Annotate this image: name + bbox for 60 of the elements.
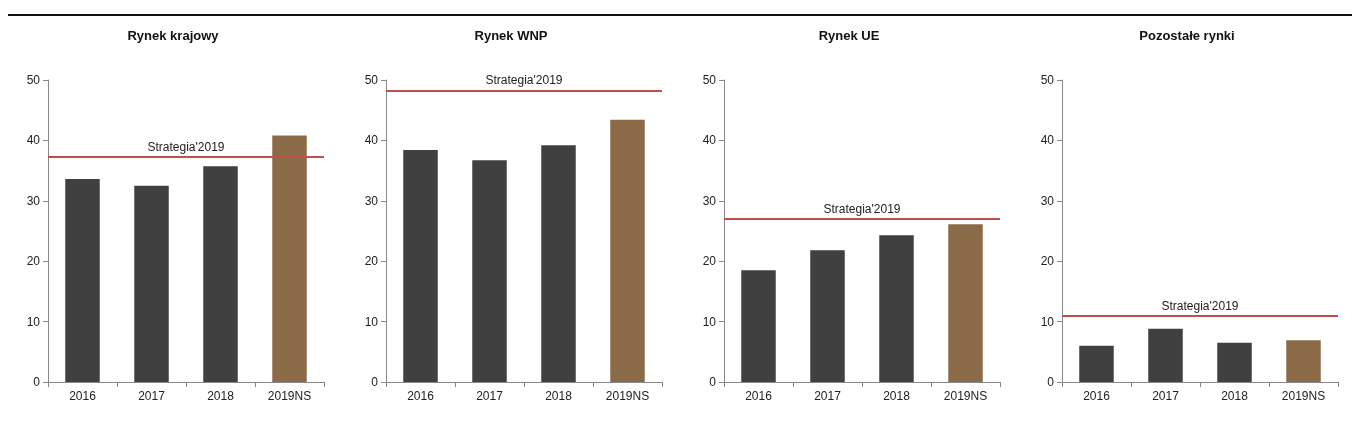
bar bbox=[741, 270, 776, 382]
y-tick-label: 10 bbox=[702, 314, 717, 329]
y-tick-label: 50 bbox=[702, 73, 717, 87]
y-tick-label: 30 bbox=[364, 193, 379, 208]
x-tick-label: 2016 bbox=[407, 389, 435, 403]
y-tick-label: 40 bbox=[702, 133, 717, 148]
bar bbox=[1217, 342, 1252, 382]
x-tick-label: 2018 bbox=[1221, 389, 1249, 403]
x-tick-label: 2016 bbox=[745, 389, 773, 403]
bar bbox=[203, 166, 238, 382]
x-tick-label: 2017 bbox=[814, 389, 842, 403]
ref-line-label: Strategia'2019 bbox=[147, 139, 225, 154]
x-tick-label: 2018 bbox=[545, 389, 573, 403]
x-tick-label: 2019NS bbox=[267, 389, 312, 403]
y-tick-label: 20 bbox=[702, 254, 717, 269]
chart-title: Pozostałe rynki bbox=[1139, 28, 1235, 43]
bar bbox=[272, 135, 307, 382]
y-tick-label: 50 bbox=[364, 73, 379, 87]
bar bbox=[879, 235, 914, 382]
y-tick-label: 20 bbox=[364, 254, 379, 269]
y-tick-label: 0 bbox=[709, 375, 717, 389]
y-tick-label: 10 bbox=[364, 314, 379, 329]
y-tick-label: 0 bbox=[33, 375, 41, 389]
y-tick-label: 50 bbox=[1040, 73, 1055, 87]
x-tick-label: 2016 bbox=[1083, 389, 1111, 403]
y-tick-label: 40 bbox=[1040, 133, 1055, 148]
x-tick-label: 2017 bbox=[138, 389, 166, 403]
x-tick-label: 2018 bbox=[207, 389, 235, 403]
y-tick-label: 0 bbox=[1047, 375, 1055, 389]
chart-title: Rynek UE bbox=[818, 28, 880, 43]
x-tick-label: 2019NS bbox=[943, 389, 988, 403]
y-tick-label: 20 bbox=[1040, 254, 1055, 269]
chart-title: Rynek krajowy bbox=[127, 28, 220, 43]
bar bbox=[1148, 328, 1183, 382]
ref-line-label: Strategia'2019 bbox=[1161, 298, 1239, 313]
x-tick-label: 2019NS bbox=[1281, 389, 1326, 403]
bar bbox=[1079, 345, 1114, 382]
ref-line-label: Strategia'2019 bbox=[823, 201, 901, 216]
y-tick-label: 50 bbox=[26, 73, 41, 87]
ref-line-label: Strategia'2019 bbox=[485, 73, 563, 88]
y-tick-label: 0 bbox=[371, 375, 379, 389]
bar bbox=[134, 185, 169, 382]
chart-title: Rynek WNP bbox=[474, 28, 548, 43]
x-tick-label: 2016 bbox=[69, 389, 97, 403]
bar bbox=[65, 179, 100, 382]
y-tick-label: 10 bbox=[26, 314, 41, 329]
x-tick-label: 2019NS bbox=[605, 389, 650, 403]
bar bbox=[948, 224, 983, 382]
bar bbox=[810, 250, 845, 382]
y-tick-label: 30 bbox=[26, 193, 41, 208]
y-tick-label: 10 bbox=[1040, 314, 1055, 329]
y-tick-label: 30 bbox=[702, 193, 717, 208]
bar bbox=[1286, 340, 1321, 382]
y-tick-label: 40 bbox=[26, 133, 41, 148]
y-tick-label: 20 bbox=[26, 254, 41, 269]
x-tick-label: 2018 bbox=[883, 389, 911, 403]
y-tick-label: 40 bbox=[364, 133, 379, 148]
x-tick-label: 2017 bbox=[1152, 389, 1180, 403]
y-tick-label: 30 bbox=[1040, 193, 1055, 208]
x-tick-label: 2017 bbox=[476, 389, 504, 403]
